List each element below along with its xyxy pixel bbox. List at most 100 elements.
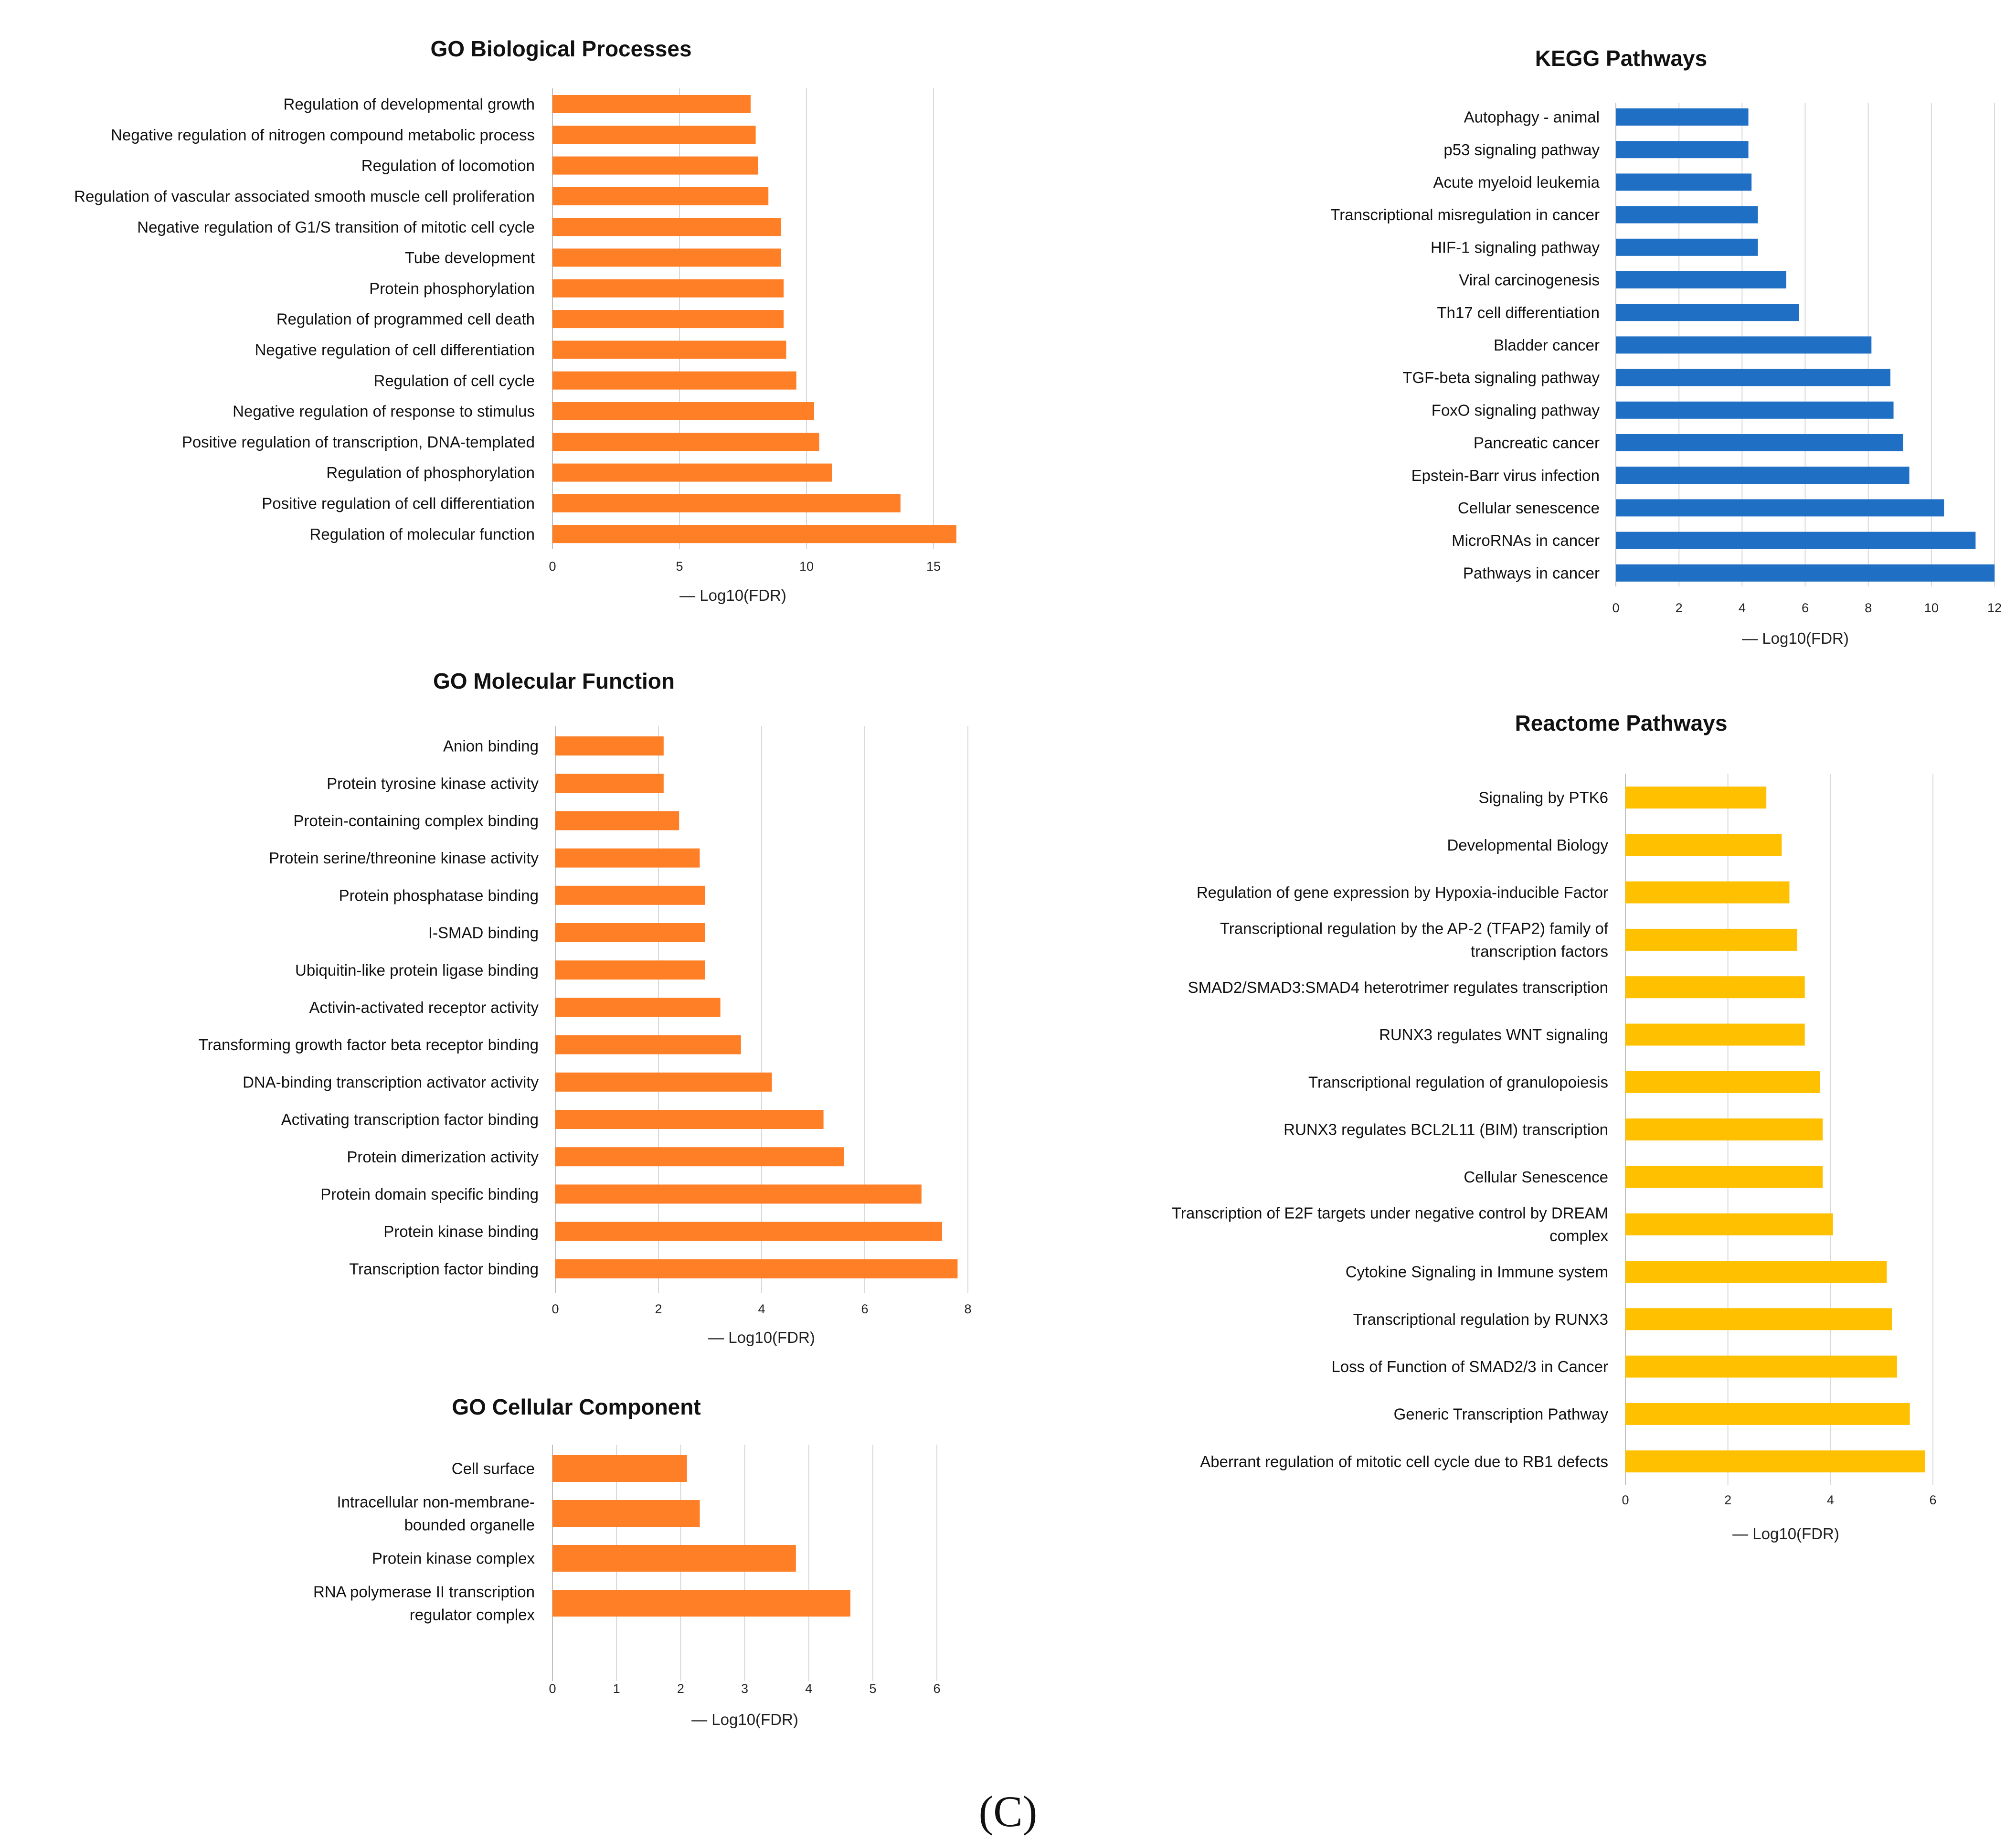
cc-x-tick-label: 2: [677, 1681, 684, 1696]
kegg-bar: [1616, 401, 1894, 419]
kegg-chart-title: KEGG Pathways: [1535, 46, 1707, 71]
mf-category-label: Activin-activated receptor activity: [309, 999, 539, 1016]
kegg-bar: [1616, 499, 1944, 517]
cc-bar: [552, 1545, 796, 1572]
bp-category-label: Tube development: [405, 249, 535, 266]
reactome-category-label: Cellular Senescence: [1464, 1168, 1608, 1186]
kegg-x-tick-label: 4: [1739, 601, 1746, 615]
mf-bar: [555, 885, 705, 905]
kegg-category-label: p53 signaling pathway: [1443, 141, 1600, 159]
bp-bar: [552, 95, 751, 113]
bp-category-label: Regulation of vascular associated smooth…: [74, 187, 535, 205]
mf-x-axis-label: — Log10(FDR): [708, 1329, 815, 1346]
kegg-x-tick-label: 8: [1865, 601, 1872, 615]
mf-category-label: Protein serine/threonine kinase activity: [269, 849, 539, 867]
bp-bar: [552, 371, 796, 390]
reactome-bar: [1625, 1355, 1897, 1378]
reactome-category-label: Transcriptional regulation by RUNX3: [1353, 1310, 1608, 1328]
bp-x-tick-label: 5: [676, 559, 683, 574]
mf-category-label: Protein dimerization activity: [347, 1148, 539, 1166]
bp-x-tick-label: 15: [926, 559, 941, 574]
reactome-category-label: Signaling by PTK6: [1479, 789, 1609, 807]
kegg-category-label: MicroRNAs in cancer: [1452, 532, 1600, 549]
kegg-bar: [1616, 238, 1758, 256]
kegg-x-tick-label: 6: [1802, 601, 1809, 615]
bp-bar: [552, 248, 781, 267]
cc-x-tick-label: 1: [613, 1681, 620, 1696]
mf-bar: [555, 960, 705, 980]
kegg-category-label: Pathways in cancer: [1463, 564, 1600, 582]
mf-bar: [555, 848, 700, 868]
mf-category-label: Protein kinase binding: [383, 1223, 539, 1240]
bp-bar: [552, 525, 956, 543]
mf-category-label: Protein domain specific binding: [320, 1185, 539, 1203]
bp-category-label: Regulation of locomotion: [361, 157, 535, 174]
mf-chart-title: GO Molecular Function: [433, 669, 675, 693]
reactome-bar: [1625, 1261, 1887, 1283]
cc-bar: [552, 1590, 850, 1617]
bp-bar: [552, 494, 901, 512]
mf-bar: [555, 1072, 772, 1092]
bp-bar: [552, 126, 756, 144]
kegg-category-label: Cellular senescence: [1458, 499, 1600, 517]
cc-bar: [552, 1455, 687, 1482]
reactome-x-axis-label: — Log10(FDR): [1732, 1525, 1839, 1543]
mf-category-label: Protein-containing complex binding: [293, 812, 539, 830]
mf-bar: [555, 736, 664, 756]
bp-category-label: Negative regulation of G1/S transition o…: [137, 218, 535, 236]
mf-bar: [555, 1184, 922, 1204]
reactome-category-label: transcription factors: [1471, 942, 1608, 960]
bp-category-label: Protein phosphorylation: [369, 279, 535, 297]
kegg-x-tick-label: 0: [1612, 601, 1619, 615]
kegg-x-tick-label: 12: [1987, 601, 2002, 615]
kegg-x-tick-label: 10: [1924, 601, 1939, 615]
kegg-bar: [1616, 304, 1799, 321]
mf-category-label: Ubiquitin-like protein ligase binding: [295, 961, 539, 979]
bp-category-label: Regulation of programmed cell death: [276, 310, 535, 328]
kegg-category-label: Th17 cell differentiation: [1437, 304, 1600, 321]
reactome-category-label: RUNX3 regulates BCL2L11 (BIM) transcript…: [1284, 1121, 1608, 1139]
mf-category-label: I-SMAD binding: [428, 924, 539, 942]
cc-category-label: Protein kinase complex: [372, 1550, 535, 1567]
cc-category-label: Cell surface: [452, 1460, 535, 1478]
mf-x-tick-label: 4: [758, 1302, 765, 1316]
reactome-bar: [1625, 1071, 1820, 1093]
bp-bar: [552, 156, 758, 175]
cc-x-tick-label: 3: [741, 1681, 748, 1696]
kegg-bar: [1616, 369, 1890, 386]
kegg-category-label: Transcriptional misregulation in cancer: [1330, 206, 1600, 223]
cc-chart-title: GO Cellular Component: [452, 1394, 700, 1419]
cc-category-label: RNA polymerase II transcription: [313, 1583, 535, 1601]
kegg-bar: [1616, 467, 1910, 484]
cc-x-tick-label: 0: [549, 1681, 556, 1696]
reactome-category-label: Transcription of E2F targets under negat…: [1172, 1204, 1608, 1222]
bp-x-axis-label: — Log10(FDR): [679, 586, 786, 604]
reactome-bar: [1625, 928, 1797, 951]
cc-category-label: regulator complex: [410, 1606, 535, 1623]
kegg-bar: [1616, 206, 1758, 223]
reactome-category-label: RUNX3 regulates WNT signaling: [1379, 1026, 1608, 1043]
mf-bar: [555, 1147, 844, 1167]
bp-bar: [552, 433, 819, 451]
bp-bar: [552, 218, 781, 236]
kegg-category-label: Acute myeloid leukemia: [1433, 173, 1600, 191]
reactome-bar: [1625, 787, 1767, 809]
mf-bar: [555, 1259, 958, 1278]
bp-bar: [552, 310, 784, 329]
reactome-x-tick-label: 0: [1622, 1493, 1629, 1507]
bp-x-tick-label: 0: [549, 559, 556, 574]
bp-category-label: Positive regulation of transcription, DN…: [182, 433, 535, 451]
kegg-bar: [1616, 564, 1995, 582]
reactome-x-tick-label: 6: [1929, 1493, 1936, 1507]
reactome-bar: [1625, 1213, 1833, 1235]
bp-bar: [552, 463, 832, 482]
cc-x-axis-label: — Log10(FDR): [691, 1711, 798, 1728]
reactome-bar: [1625, 1308, 1892, 1330]
mf-x-tick-label: 0: [552, 1302, 559, 1316]
mf-category-label: Protein tyrosine kinase activity: [327, 775, 539, 792]
kegg-bar: [1616, 434, 1903, 451]
reactome-x-tick-label: 2: [1724, 1493, 1731, 1507]
mf-category-label: Transcription factor binding: [349, 1260, 539, 1277]
kegg-category-label: Autophagy - animal: [1464, 108, 1600, 126]
